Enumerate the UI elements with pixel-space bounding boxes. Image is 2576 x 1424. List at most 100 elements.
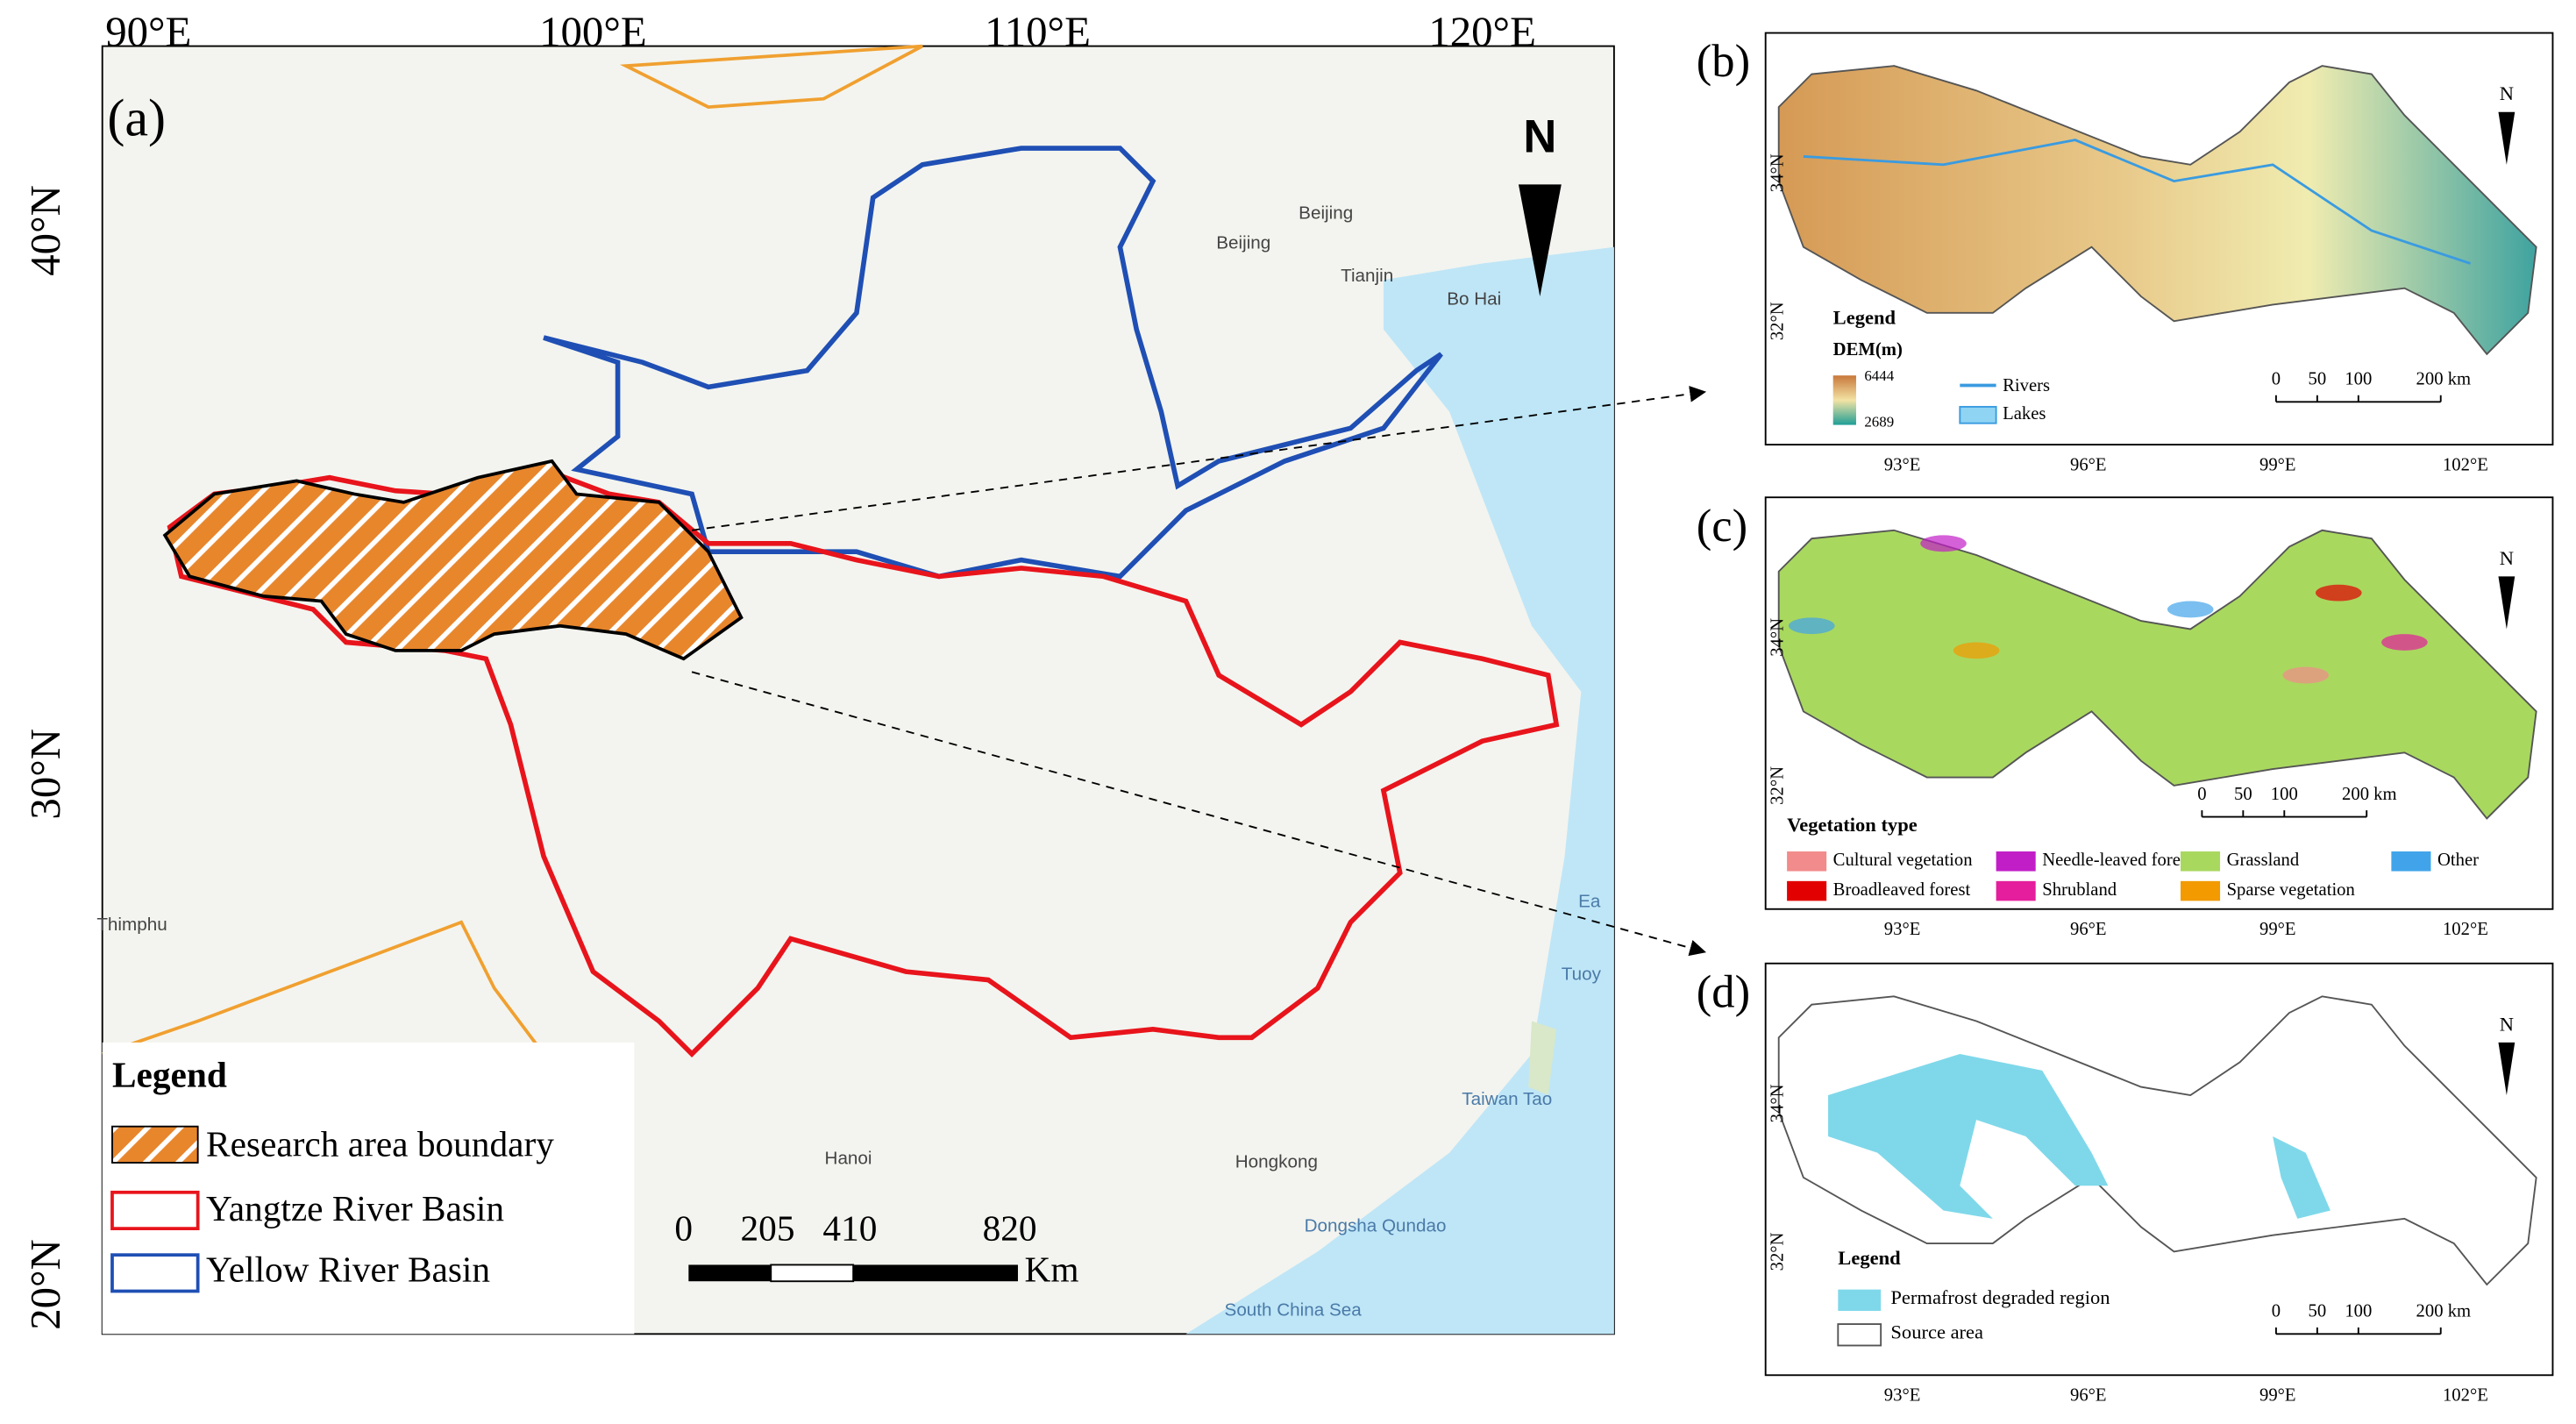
legend-label: Yangtze River Basin bbox=[206, 1188, 504, 1228]
legend-label: Permafrost degraded region bbox=[1890, 1286, 2110, 1308]
x-tick-label: 93°E bbox=[1884, 455, 1921, 474]
research-area bbox=[162, 459, 744, 661]
legend-swatch bbox=[1837, 1323, 1882, 1347]
place-label: Beijing bbox=[1216, 232, 1270, 253]
scale-bar bbox=[2201, 810, 2368, 818]
scale-label: 100 bbox=[2271, 785, 2298, 804]
y-tick-label: 32°N bbox=[1768, 1232, 1787, 1271]
y-tick-label: 20°N bbox=[21, 1239, 69, 1330]
dem-ramp bbox=[1832, 375, 1856, 425]
border bbox=[619, 44, 923, 109]
legend-label: Source area bbox=[1890, 1321, 1983, 1343]
x-tick-label: 96°E bbox=[2070, 920, 2107, 939]
north-label: N bbox=[1523, 111, 1556, 163]
legend-label: Other bbox=[2437, 851, 2479, 870]
legend-swatch bbox=[110, 1190, 200, 1231]
legend-label: Shrubland bbox=[2042, 880, 2117, 900]
legend-label: Grassland bbox=[2227, 851, 2300, 870]
connector bbox=[691, 671, 1706, 957]
legend-swatch bbox=[111, 1125, 199, 1164]
panel-label: (c) bbox=[1697, 501, 1747, 552]
y-tick-label: 32°N bbox=[1768, 302, 1787, 340]
legend-label: Cultural vegetation bbox=[1833, 851, 1974, 870]
permafrost-region bbox=[1828, 1054, 2109, 1219]
legend-label: Rivers bbox=[2003, 376, 2050, 395]
vegetation-patch bbox=[1953, 642, 2000, 659]
vegetation-patch bbox=[2167, 601, 2214, 618]
north-label: N bbox=[2500, 1013, 2514, 1035]
place-label: South China Sea bbox=[1225, 1299, 1363, 1320]
panel-label: (d) bbox=[1697, 966, 1750, 1017]
scale-label: 50 bbox=[2234, 785, 2252, 804]
scale-label: 200 km bbox=[2416, 370, 2472, 389]
place-label: Hanoi bbox=[825, 1149, 872, 1169]
place-label: Tuoy bbox=[1562, 964, 1602, 984]
scale-label: 0 bbox=[2197, 785, 2206, 804]
scale-label: 0 bbox=[2272, 370, 2281, 389]
place-label: Taiwan Tao bbox=[1462, 1089, 1552, 1109]
scale-bar bbox=[2274, 395, 2442, 403]
legend-title: Legend bbox=[1833, 307, 1896, 329]
north-arrow bbox=[2498, 1042, 2516, 1095]
north-label: N bbox=[2500, 82, 2514, 104]
legend-title: Legend bbox=[112, 1055, 227, 1095]
scale-label: 100 bbox=[2345, 370, 2372, 389]
place-label: Tianjin bbox=[1341, 266, 1393, 286]
scale-bar bbox=[2274, 1327, 2442, 1335]
y-tick-label: 30°N bbox=[21, 729, 69, 820]
x-tick-label: 102°E bbox=[2443, 455, 2488, 474]
vegetation-patch bbox=[2315, 584, 2362, 602]
x-tick-label: 93°E bbox=[1884, 920, 1921, 939]
vegetation-patch bbox=[2381, 634, 2428, 651]
y-tick-label: 32°N bbox=[1768, 766, 1787, 805]
scale-bar bbox=[770, 1264, 855, 1283]
x-tick-label: 99°E bbox=[2259, 1385, 2296, 1405]
vegetation-patch bbox=[1788, 617, 1835, 635]
legend-label: Research area boundary bbox=[206, 1124, 554, 1164]
legend-swatch bbox=[1996, 851, 2036, 872]
legend-swatch bbox=[1787, 880, 1827, 901]
place-label: Ea bbox=[1578, 892, 1601, 912]
legend-label: 2689 bbox=[1864, 414, 1894, 431]
island bbox=[1528, 1021, 1557, 1095]
yellow-river-basin bbox=[543, 146, 1443, 580]
legend-label: Broadleaved forest bbox=[1833, 880, 1971, 900]
north-label: N bbox=[2500, 547, 2514, 569]
scale-label: 410 bbox=[822, 1207, 877, 1248]
panel-label: (a) bbox=[107, 89, 166, 148]
legend-label: Needle-leaved forest bbox=[2042, 851, 2193, 870]
scale-label: 200 km bbox=[2342, 785, 2397, 804]
sea bbox=[1185, 246, 1614, 1335]
x-tick-label: 100°E bbox=[539, 8, 647, 56]
x-tick-label: 93°E bbox=[1884, 1385, 1921, 1405]
x-tick-label: 120°E bbox=[1428, 8, 1536, 56]
place-label: Hongkong bbox=[1235, 1151, 1318, 1171]
border bbox=[102, 920, 545, 1056]
scale-label: 200 km bbox=[2416, 1302, 2472, 1321]
x-tick-label: 99°E bbox=[2259, 455, 2296, 474]
scale-label: 0 bbox=[2272, 1302, 2281, 1321]
scale-label: 50 bbox=[2309, 1302, 2327, 1321]
legend-swatch bbox=[2180, 880, 2221, 901]
vegetation-patch bbox=[1920, 535, 1967, 552]
legend-label: Sparse vegetation bbox=[2227, 880, 2356, 900]
legend-title: Legend bbox=[1838, 1247, 1901, 1269]
vegetation-patch bbox=[2282, 666, 2330, 684]
permafrost-region bbox=[2273, 1136, 2330, 1219]
y-tick-label: 34°N bbox=[1768, 153, 1787, 192]
scale-bar bbox=[853, 1264, 1018, 1282]
scale-label: 820 bbox=[983, 1207, 1037, 1248]
place-label: Dongsha Qundao bbox=[1305, 1216, 1447, 1236]
x-tick-label: 90°E bbox=[105, 8, 191, 56]
river bbox=[1803, 139, 2471, 265]
legend-title: Vegetation type bbox=[1787, 814, 1918, 836]
legend-swatch bbox=[2391, 851, 2431, 872]
panel-label: (b) bbox=[1697, 36, 1750, 87]
place-label: Bo Hai bbox=[1447, 288, 1501, 309]
yangtze-river-basin bbox=[167, 466, 1560, 1058]
legend-swatch bbox=[1959, 405, 1997, 424]
legend-subtitle: DEM(m) bbox=[1833, 340, 1903, 360]
x-tick-label: 96°E bbox=[2070, 1385, 2107, 1405]
x-tick-label: 102°E bbox=[2443, 920, 2488, 939]
connector bbox=[691, 385, 1707, 531]
